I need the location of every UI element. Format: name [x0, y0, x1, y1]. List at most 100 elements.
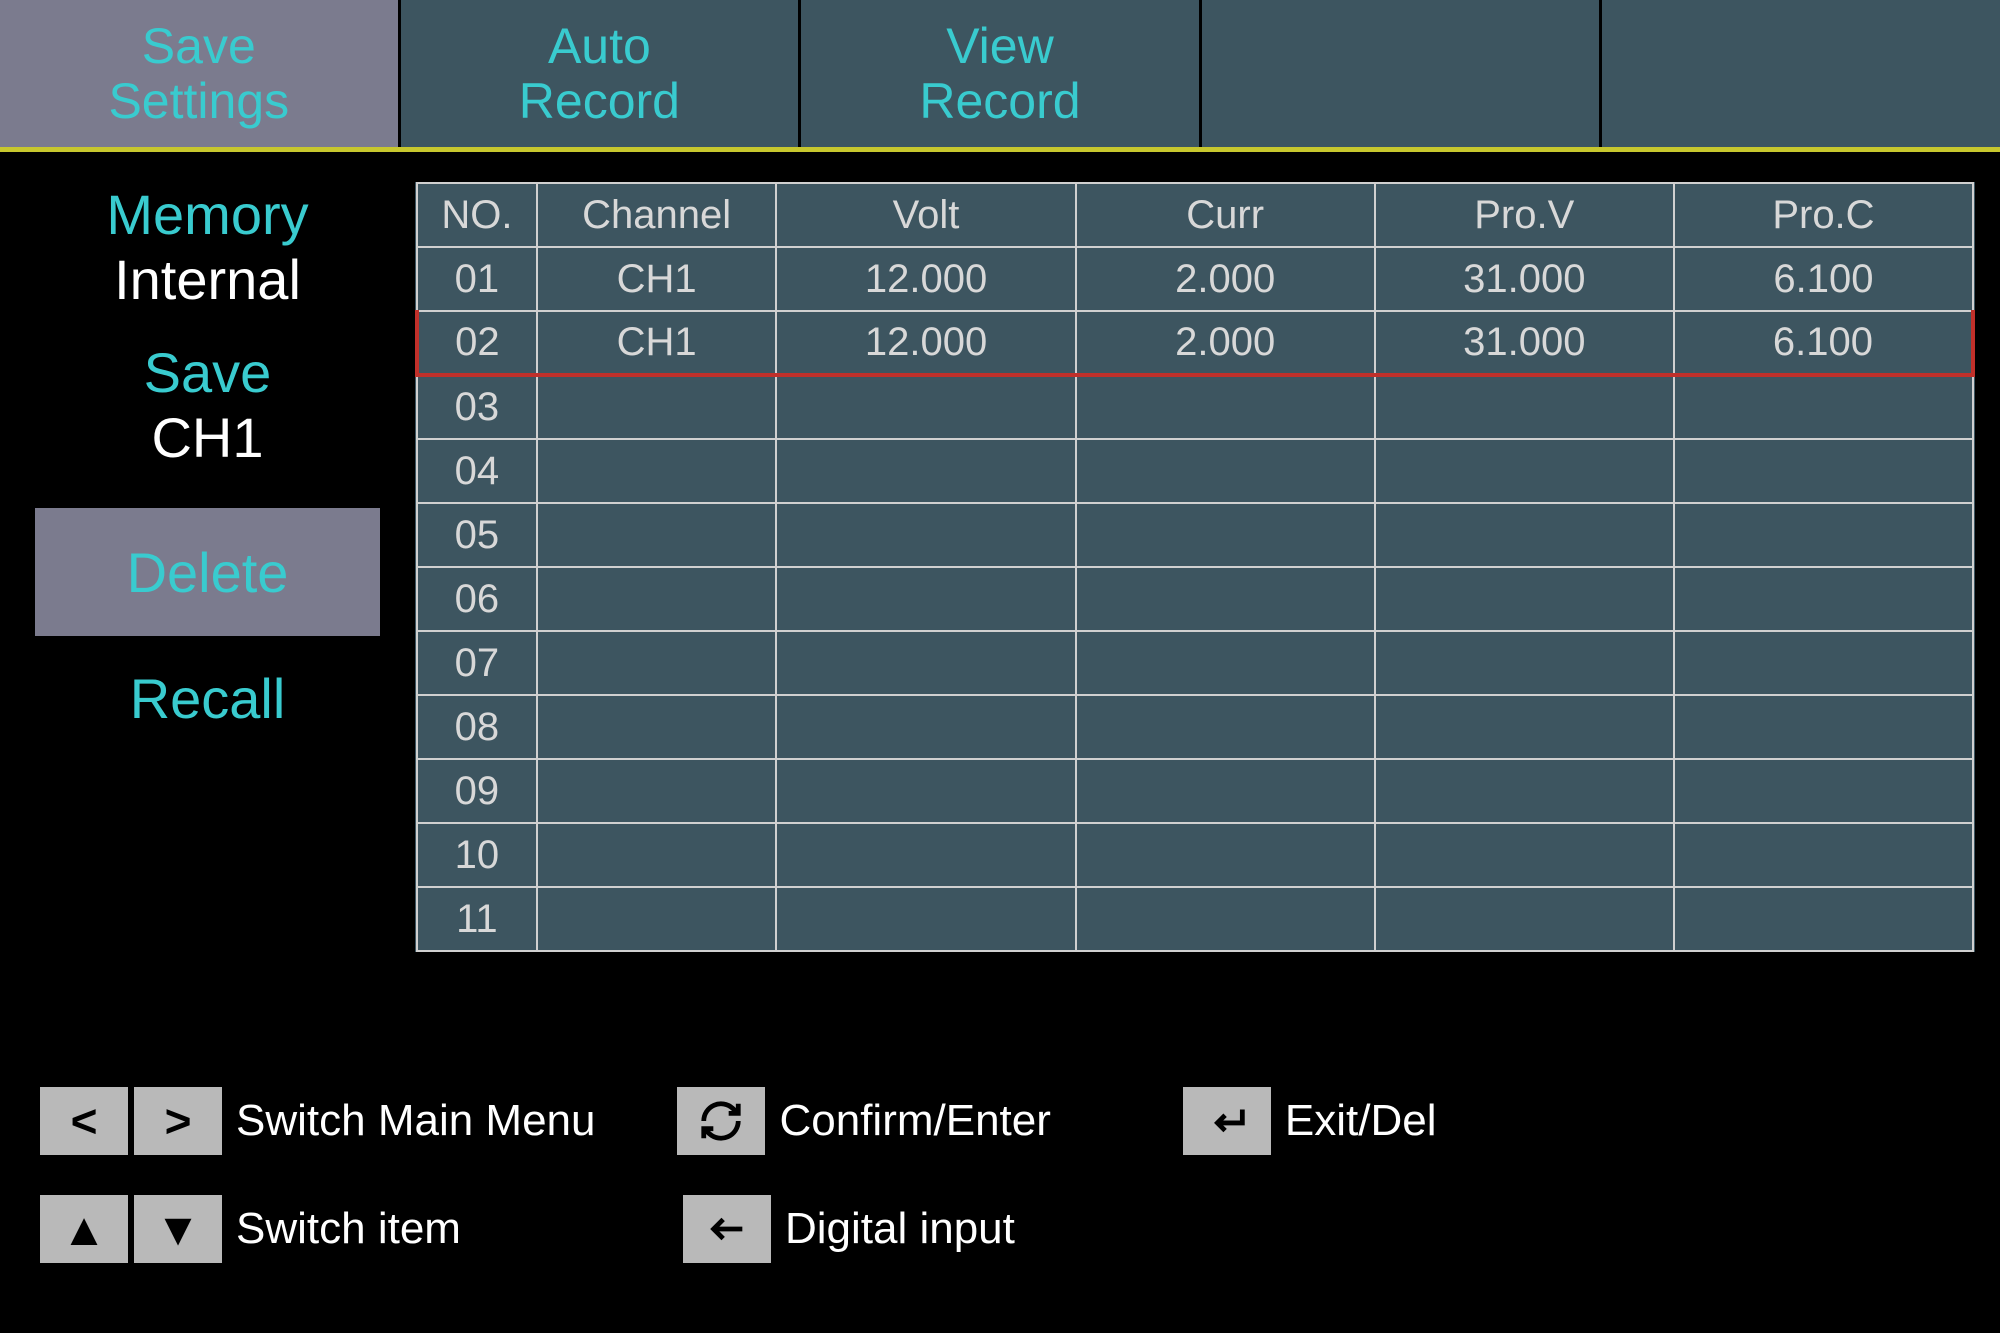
cell-volt — [776, 823, 1075, 887]
cell-proc: 6.100 — [1674, 311, 1973, 375]
cell-curr — [1076, 375, 1375, 439]
sidebar-memory[interactable]: Memory Internal — [20, 182, 395, 312]
settings-table-wrap: NO. Channel Volt Curr Pro.V Pro.C 01CH11… — [415, 182, 1975, 952]
sidebar-save[interactable]: Save CH1 — [20, 340, 395, 470]
col-no: NO. — [417, 183, 537, 247]
table-row[interactable]: 03 — [417, 375, 1973, 439]
cell-volt — [776, 695, 1075, 759]
cell-channel — [537, 759, 777, 823]
table-row[interactable]: 05 — [417, 503, 1973, 567]
cell-channel — [537, 695, 777, 759]
cell-no: 02 — [417, 311, 537, 375]
table-row[interactable]: 10 — [417, 823, 1973, 887]
cell-proc — [1674, 759, 1973, 823]
cell-curr — [1076, 503, 1375, 567]
cell-prov — [1375, 503, 1674, 567]
tab-empty-1 — [1202, 0, 1603, 147]
down-arrow-key[interactable]: ▼ — [134, 1195, 222, 1263]
cell-curr — [1076, 567, 1375, 631]
table-row[interactable]: 08 — [417, 695, 1973, 759]
cell-proc — [1674, 887, 1973, 951]
col-channel: Channel — [537, 183, 777, 247]
sidebar-recall[interactable]: Recall — [20, 666, 395, 731]
col-prov: Pro.V — [1375, 183, 1674, 247]
cell-curr: 2.000 — [1076, 311, 1375, 375]
cell-no: 03 — [417, 375, 537, 439]
cell-proc — [1674, 503, 1973, 567]
cell-proc — [1674, 567, 1973, 631]
tab-save-settings[interactable]: Save Settings — [0, 0, 401, 147]
cell-prov — [1375, 375, 1674, 439]
cell-proc — [1674, 631, 1973, 695]
cell-curr: 2.000 — [1076, 247, 1375, 311]
legend-exit: Exit/Del — [1183, 1087, 1437, 1155]
cell-channel: CH1 — [537, 247, 777, 311]
footer-row-2: ▲ ▼ Switch item Digital input — [40, 1195, 1960, 1263]
legend-digital-input-label: Digital input — [785, 1204, 1015, 1254]
cell-no: 05 — [417, 503, 537, 567]
refresh-icon[interactable] — [677, 1087, 765, 1155]
table-row[interactable]: 11 — [417, 887, 1973, 951]
left-arrow-key[interactable]: < — [40, 1087, 128, 1155]
table-row[interactable]: 04 — [417, 439, 1973, 503]
table-row[interactable]: 07 — [417, 631, 1973, 695]
cell-proc — [1674, 695, 1973, 759]
cell-prov: 31.000 — [1375, 247, 1674, 311]
save-value: CH1 — [20, 405, 395, 470]
tab-auto-record[interactable]: Auto Record — [401, 0, 802, 147]
right-arrow-key[interactable]: > — [134, 1087, 222, 1155]
cell-curr — [1076, 887, 1375, 951]
cell-channel — [537, 375, 777, 439]
cell-volt — [776, 567, 1075, 631]
cell-volt — [776, 631, 1075, 695]
legend-digital-input: Digital input — [683, 1195, 1015, 1263]
table-row[interactable]: 02CH112.0002.00031.0006.100 — [417, 311, 1973, 375]
col-curr: Curr — [1076, 183, 1375, 247]
table-row[interactable]: 01CH112.0002.00031.0006.100 — [417, 247, 1973, 311]
cell-channel: CH1 — [537, 311, 777, 375]
cell-curr — [1076, 759, 1375, 823]
cell-no: 09 — [417, 759, 537, 823]
cell-no: 10 — [417, 823, 537, 887]
footer-row-1: < > Switch Main Menu Confirm/Enter — [40, 1087, 1960, 1155]
cell-prov — [1375, 823, 1674, 887]
cell-prov — [1375, 439, 1674, 503]
table-row[interactable]: 09 — [417, 759, 1973, 823]
cell-volt: 12.000 — [776, 247, 1075, 311]
cell-curr — [1076, 823, 1375, 887]
tab-bar: Save Settings Auto Record View Record — [0, 0, 2000, 152]
enter-icon[interactable] — [1183, 1087, 1271, 1155]
cell-no: 07 — [417, 631, 537, 695]
legend-switch-menu-label: Switch Main Menu — [236, 1096, 595, 1146]
cell-proc — [1674, 375, 1973, 439]
cell-prov — [1375, 631, 1674, 695]
table-header-row: NO. Channel Volt Curr Pro.V Pro.C — [417, 183, 1973, 247]
tab-view-record[interactable]: View Record — [801, 0, 1202, 147]
col-volt: Volt — [776, 183, 1075, 247]
cell-prov — [1375, 567, 1674, 631]
cell-proc — [1674, 823, 1973, 887]
cell-channel — [537, 567, 777, 631]
sidebar: Memory Internal Save CH1 Delete Recall — [20, 182, 395, 952]
table-row[interactable]: 06 — [417, 567, 1973, 631]
col-proc: Pro.C — [1674, 183, 1973, 247]
cell-channel — [537, 887, 777, 951]
cell-no: 08 — [417, 695, 537, 759]
up-arrow-key[interactable]: ▲ — [40, 1195, 128, 1263]
cell-proc — [1674, 439, 1973, 503]
legend-switch-item: ▲ ▼ Switch item — [40, 1195, 461, 1263]
recall-label: Recall — [20, 666, 395, 731]
cell-no: 11 — [417, 887, 537, 951]
delete-button[interactable]: Delete — [35, 508, 380, 636]
legend-confirm-label: Confirm/Enter — [779, 1096, 1050, 1146]
cell-prov: 31.000 — [1375, 311, 1674, 375]
tab-empty-2 — [1602, 0, 2000, 147]
back-arrow-icon[interactable] — [683, 1195, 771, 1263]
save-label: Save — [20, 340, 395, 405]
cell-no: 06 — [417, 567, 537, 631]
cell-volt — [776, 503, 1075, 567]
cell-curr — [1076, 631, 1375, 695]
cell-proc: 6.100 — [1674, 247, 1973, 311]
legend-switch-item-label: Switch item — [236, 1204, 461, 1254]
cell-channel — [537, 823, 777, 887]
